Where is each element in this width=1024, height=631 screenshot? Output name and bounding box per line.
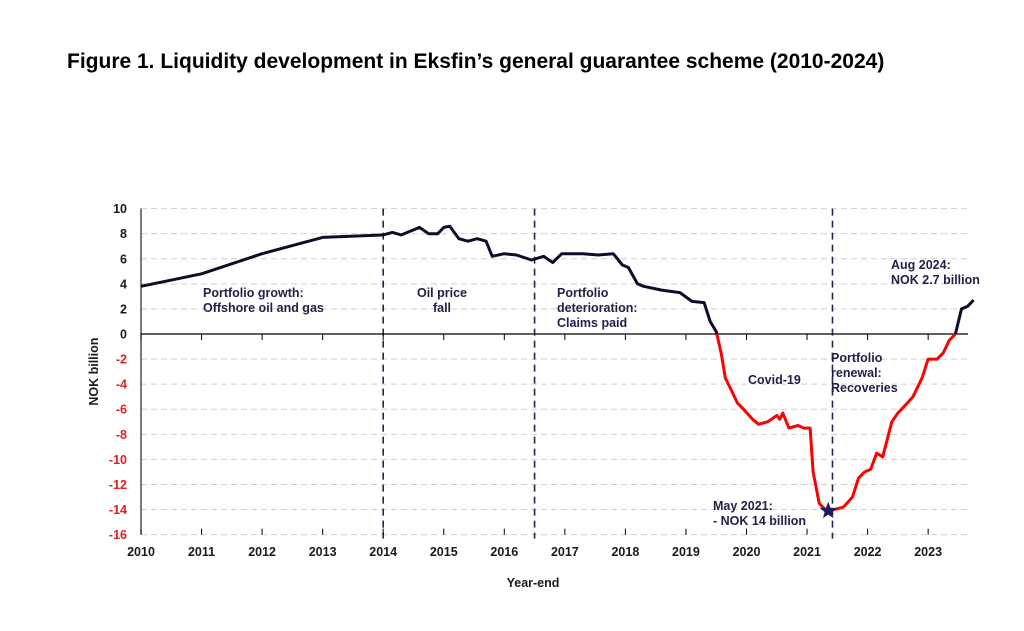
x-tick-labels: 2010 2011 2012 2013 2014 2015 2016 2017 2018 2019… <box>127 545 942 559</box>
x-tick-label: 2011 <box>188 545 215 559</box>
annotation-line: Oil price <box>417 286 467 300</box>
annotation: Covid-19 <box>748 373 801 387</box>
annotation-line: NOK 2.7 billion <box>891 273 980 287</box>
figure-title: Figure 1. Liquidity development in Eksfi… <box>67 50 885 73</box>
x-axis-label: Year-end <box>507 576 560 590</box>
annotation: May 2021: - NOK 14 billion <box>713 499 806 528</box>
x-tick-label: 2014 <box>369 545 397 559</box>
y-tick-label: -10 <box>109 453 127 467</box>
y-tick-label: -14 <box>109 503 127 517</box>
x-tick-label: 2021 <box>793 545 821 559</box>
y-tick-label: -4 <box>116 378 127 392</box>
y-tick-label: 0 <box>120 328 127 342</box>
x-tick-label: 2020 <box>733 545 761 559</box>
annotation-line: Portfolio <box>831 351 883 365</box>
y-tick-label: -6 <box>116 403 127 417</box>
y-tick-label: 8 <box>120 227 127 241</box>
annotation: Portfolio renewal: Recoveries <box>831 351 898 395</box>
series-line-positive <box>140 224 719 335</box>
x-tick-label: 2019 <box>672 545 700 559</box>
annotation-line: renewal: <box>831 366 882 380</box>
annotation-line: Recoveries <box>831 381 898 395</box>
annotation: Oil price fall <box>417 286 467 315</box>
series-line-positive <box>953 299 975 335</box>
y-tick-labels: 10 8 6 4 2 0 -2 -4 -6 -8 -10 -12 -14 -16 <box>109 202 127 542</box>
annotation-line: Portfolio <box>557 286 609 300</box>
y-tick-label: 2 <box>120 302 127 316</box>
star-marker <box>819 501 837 519</box>
x-tick-label: 2015 <box>430 545 458 559</box>
annotation-line: deterioration: <box>557 301 638 315</box>
axes <box>140 208 968 535</box>
x-tick-label: 2010 <box>127 545 155 559</box>
annotation: Portfolio deterioration: Claims paid <box>557 286 638 330</box>
y-tick-label: 6 <box>120 252 127 266</box>
annotation-line: Covid-19 <box>748 373 801 387</box>
annotation-line: May 2021: <box>713 499 773 513</box>
annotation-line: Portfolio growth: <box>203 286 304 300</box>
x-tick-label: 2013 <box>309 545 337 559</box>
annotation-line: Claims paid <box>557 316 627 330</box>
annotations: Portfolio growth: Offshore oil and gas Oil… <box>203 258 980 528</box>
x-tick-label: 2018 <box>611 545 639 559</box>
y-tick-label: 10 <box>113 202 127 216</box>
y-axis-label: NOK billion <box>87 338 101 406</box>
x-tick-label: 2022 <box>854 545 882 559</box>
annotation-line: Aug 2024: <box>891 258 951 272</box>
annotation-line: fall <box>433 301 451 315</box>
min-marker <box>819 501 837 519</box>
x-tick-label: 2017 <box>551 545 579 559</box>
annotation: Aug 2024: NOK 2.7 billion <box>891 258 980 287</box>
x-tick-label: 2016 <box>490 545 518 559</box>
y-tick-label: -16 <box>109 528 127 542</box>
y-tick-label: 4 <box>120 277 127 291</box>
y-tick-label: -2 <box>116 353 127 367</box>
y-tick-label: -8 <box>116 428 127 442</box>
y-tick-label: -12 <box>109 478 127 492</box>
annotation-line: Offshore oil and gas <box>203 301 324 315</box>
annotation: Portfolio growth: Offshore oil and gas <box>203 286 324 315</box>
x-tick-label: 2012 <box>248 545 276 559</box>
annotation-line: - NOK 14 billion <box>713 514 806 528</box>
x-tick-label: 2023 <box>914 545 942 559</box>
